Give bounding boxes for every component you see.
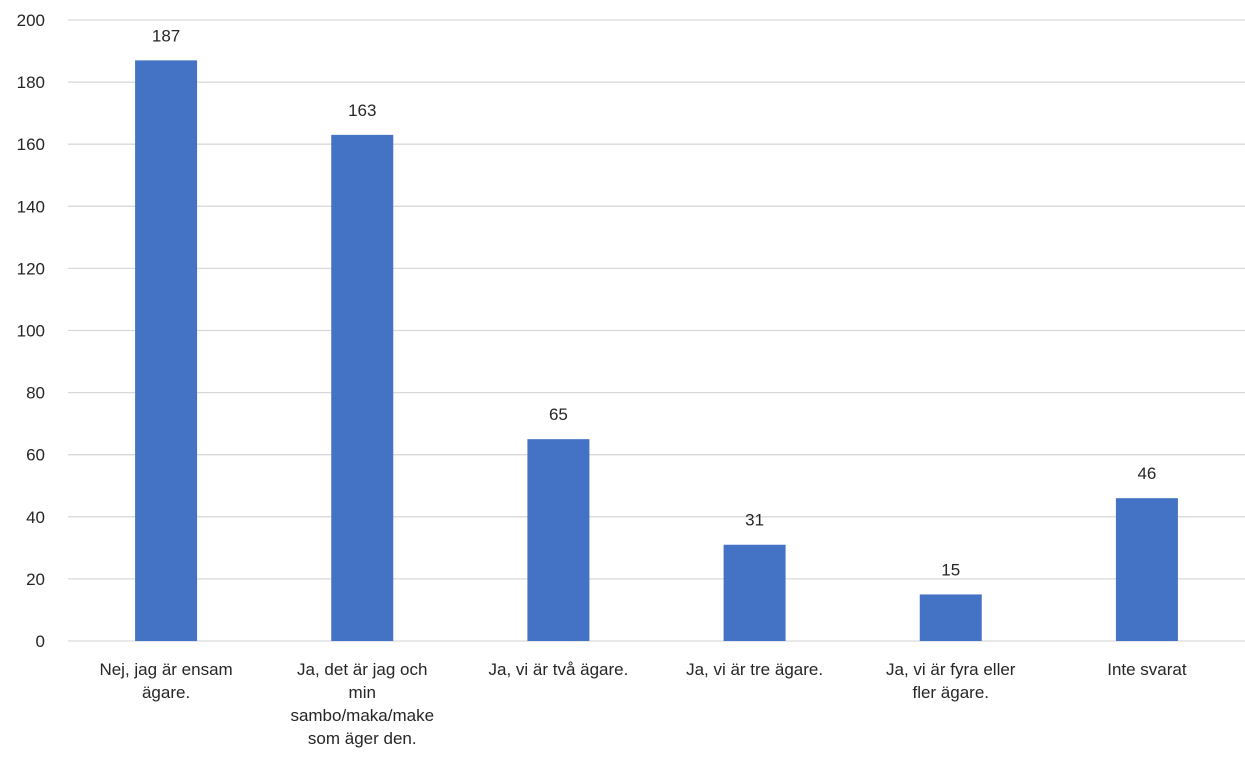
x-category-label: Ja, vi är tre ägare. [686,660,823,679]
y-tick-label: 60 [26,446,45,465]
y-axis-tick-labels: 0 20 40 60 80 100 120 140 160 180 200 [17,11,45,651]
bar [723,544,786,641]
x-category-label: Ja, vi är två ägare. [488,660,628,679]
data-label: 65 [549,405,568,424]
x-axis-category-labels: Nej, jag är ensam ägare. Ja, det är jag oc… [99,660,1186,748]
data-labels: 187 163 65 31 15 46 [152,26,1156,579]
data-label: 46 [1137,464,1156,483]
y-tick-label: 180 [17,73,45,92]
bar [331,134,394,641]
bar [527,439,590,641]
x-category-label: min [349,683,376,702]
x-category-label: Ja, vi är fyra eller [886,660,1016,679]
y-tick-label: 200 [17,11,45,30]
data-label: 15 [941,560,960,579]
gridlines [68,19,1245,642]
bars [135,60,1178,642]
y-tick-label: 20 [26,570,45,589]
data-label: 163 [348,101,376,120]
y-tick-label: 80 [26,384,45,403]
x-category-label: Ja, det är jag och [297,660,427,679]
y-tick-label: 100 [17,322,45,341]
y-tick-label: 40 [26,508,45,527]
x-category-label: som äger den. [308,729,417,748]
data-label: 31 [745,511,764,530]
y-tick-label: 140 [17,197,45,216]
bar [1115,498,1178,641]
bar [135,60,198,642]
x-category-label: Inte svarat [1107,660,1187,679]
x-category-label: ägare. [142,683,190,702]
data-label: 187 [152,26,180,45]
bar [919,594,982,641]
y-tick-label: 160 [17,135,45,154]
x-category-label: fler ägare. [912,683,989,702]
y-tick-label: 120 [17,259,45,278]
x-category-label: Nej, jag är ensam [99,660,232,679]
y-tick-label: 0 [36,632,45,651]
x-category-label: sambo/maka/make [290,706,434,725]
